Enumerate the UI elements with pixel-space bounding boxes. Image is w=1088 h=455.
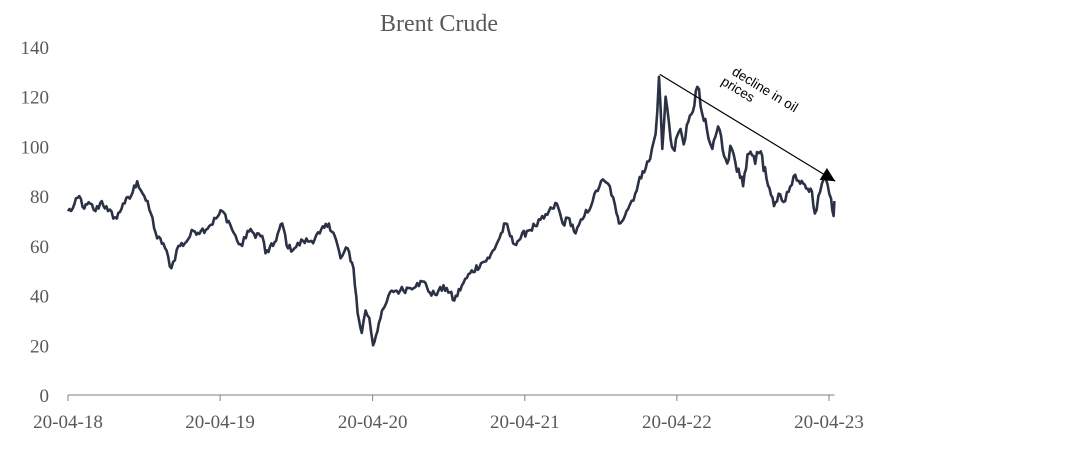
x-tick-label: 20-04-19: [185, 412, 255, 433]
decline-arrow-line: [659, 73, 836, 182]
x-tick-label: 20-04-22: [642, 412, 712, 433]
y-tick-label: 0: [40, 386, 50, 407]
x-tick-label: 20-04-23: [794, 412, 864, 433]
x-tick-label: 20-04-20: [338, 412, 408, 433]
decline-arrow-head: [819, 167, 836, 182]
x-tick-label: 20-04-18: [33, 412, 103, 433]
y-tick-label: 60: [30, 237, 49, 258]
y-tick-label: 140: [21, 38, 50, 59]
brent-price-line: [66, 75, 836, 347]
x-tick-label: 20-04-21: [490, 412, 560, 433]
y-tick-label: 80: [30, 187, 49, 208]
chart-title: Brent Crude: [380, 11, 498, 37]
y-tick-label: 100: [21, 137, 50, 158]
y-tick-label: 40: [30, 287, 49, 308]
y-tick-label: 20: [30, 336, 49, 357]
y-tick-label: 120: [21, 88, 50, 109]
